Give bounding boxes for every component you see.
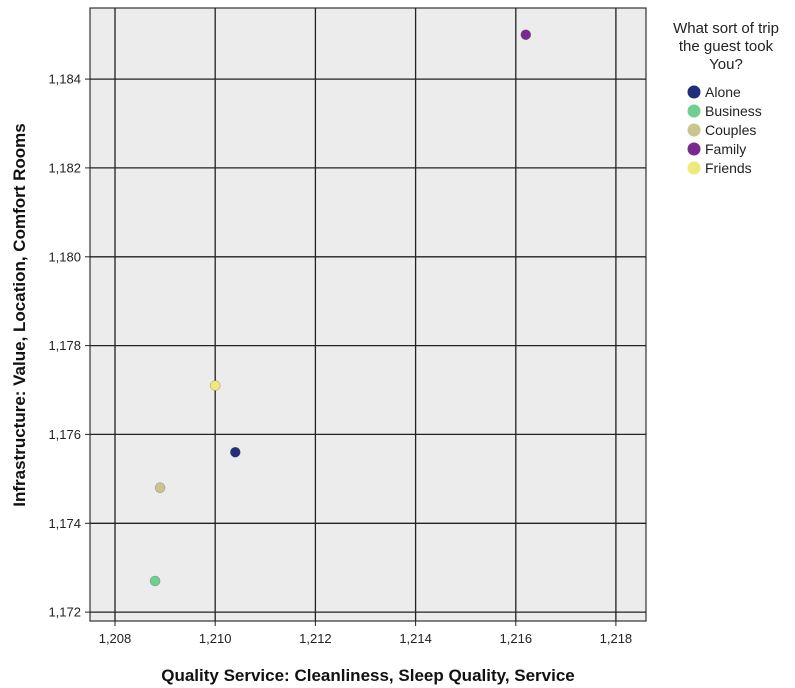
data-point-couples: [154, 482, 166, 493]
legend-marker-couples: [687, 123, 701, 137]
plot-area: [89, 7, 647, 622]
legend-title-line-1: What sort of trip: [673, 20, 779, 37]
data-point-family: [520, 29, 531, 40]
legend-marker-friends: [687, 161, 701, 175]
x-tick-label: 1,210: [199, 631, 232, 646]
x-tick-label: 1,212: [299, 631, 332, 646]
x-tick-label: 1,208: [99, 631, 132, 646]
x-tick-label: 1,216: [500, 631, 533, 646]
y-tick-label: 1,180: [48, 249, 81, 264]
legend-label-couples: Couples: [705, 122, 756, 138]
tick-labels: 1,208 1,210 1,212 1,214 1,216 1,218 1,172 1,174…: [48, 72, 632, 646]
legend-marker-alone: [687, 85, 701, 99]
legend-label-business: Business: [705, 103, 762, 119]
grid-lines: [90, 8, 646, 621]
x-tick-label: 1,218: [600, 631, 633, 646]
data-point-alone: [230, 447, 241, 458]
data-points: [149, 29, 531, 587]
legend-label-family: Family: [705, 141, 746, 157]
x-tick-label: 1,214: [399, 631, 432, 646]
data-point-friends: [210, 380, 221, 391]
y-tick-label: 1,176: [48, 427, 81, 442]
y-tick-label: 1,184: [48, 72, 81, 87]
y-tick-label: 1,174: [48, 516, 81, 531]
x-axis-title: Quality Service: Cleanliness, Sleep Qual…: [161, 666, 575, 685]
legend-title-line-2: the guest took: [679, 38, 774, 55]
legend-marker-family: [687, 142, 701, 156]
data-point-business: [149, 575, 161, 587]
y-tick-label: 1,178: [48, 338, 81, 353]
y-tick-label: 1,172: [48, 605, 81, 620]
legend-label-alone: Alone: [705, 84, 741, 100]
legend-items: Alone Business Couples Family Friends: [687, 84, 762, 176]
y-tick-label: 1,182: [48, 160, 81, 175]
legend-title-line-3: You?: [709, 56, 743, 73]
legend: What sort of trip the guest took You? Al…: [673, 20, 779, 176]
legend-marker-business: [687, 104, 701, 118]
y-axis-title: Infrastructure: Value, Location, Comfort…: [10, 123, 29, 507]
legend-label-friends: Friends: [705, 160, 752, 176]
